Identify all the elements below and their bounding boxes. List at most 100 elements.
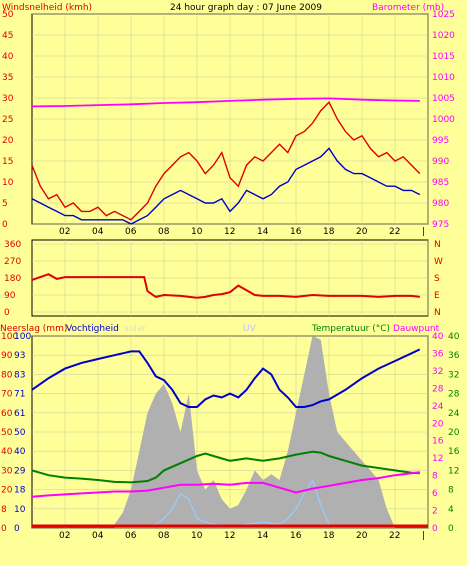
wind-y-tick: 50 (2, 10, 14, 20)
dewpoint-y-tick: 8 (432, 472, 438, 482)
temperature-y-tick: 24 (448, 409, 460, 419)
climate-x-tick: 12 (224, 531, 235, 541)
wind-x-tick: 02 (59, 227, 70, 237)
wind-y-tick: 25 (2, 115, 13, 125)
temperature-y-tick: 12 (448, 466, 459, 476)
barometer-y-tick: 1005 (432, 94, 455, 104)
rain-y-tick: 70 (1, 390, 13, 400)
dewpoint-y-tick: 24 (432, 402, 444, 412)
climate-x-tick: 02 (59, 531, 70, 541)
humidity-y-tick: 50 (14, 428, 26, 438)
rain-y-tick: 80 (1, 370, 13, 380)
humidity-label: Vochtigheid (66, 324, 119, 334)
dewpoint-y-tick: 12 (432, 454, 443, 464)
wind-speed-line (31, 101, 421, 221)
wind-y-tick: 45 (2, 31, 13, 41)
wind-x-tick: 04 (92, 227, 104, 237)
dewpoint-label: Dauwpunt (393, 324, 440, 334)
temperature-label: Temperatuur (°C) (311, 324, 390, 334)
wind-y-tick: 15 (2, 157, 13, 167)
dewpoint-y-tick: 16 (432, 437, 444, 447)
temperature-y-tick: 32 (448, 370, 459, 380)
wind-x-tick: 20 (356, 227, 368, 237)
rain-y-tick: 90 (1, 351, 13, 361)
direction-y-tick: 180 (4, 274, 21, 284)
climate-x-tick: 22 (389, 531, 400, 541)
compass-tick: W (434, 257, 443, 267)
header-title: 24 hour graph day : 07 June 2009 (170, 3, 322, 13)
wind-gust-line (31, 147, 421, 225)
solar-label: solar (124, 324, 146, 334)
wind-x-tick: 16 (290, 227, 302, 237)
humidity-y-tick: 0 (14, 524, 20, 534)
dewpoint-y-tick: 32 (432, 367, 443, 377)
dewpoint-y-tick: 6 (432, 489, 438, 499)
climate-x-tick: 08 (158, 531, 170, 541)
wind-y-tick: 20 (2, 136, 14, 146)
climate-x-tick: 14 (257, 531, 269, 541)
direction-y-tick: 360 (4, 240, 21, 250)
climate-x-tick: 20 (356, 531, 368, 541)
wind-x-tick: 10 (191, 227, 203, 237)
rain-y-tick: 30 (1, 466, 13, 476)
barometer-y-tick: 1000 (432, 115, 455, 125)
dewpoint-y-tick: 40 (432, 332, 444, 342)
wind-x-tick: 08 (158, 227, 170, 237)
climate-x-tick: 16 (290, 531, 302, 541)
dewpoint-y-tick: 36 (432, 349, 444, 359)
humidity-y-tick: 18 (14, 486, 26, 496)
compass-tick: N (434, 308, 441, 318)
barometer-y-tick: 1015 (432, 52, 455, 62)
temperature-y-tick: 36 (448, 351, 460, 361)
rain-y-tick: 40 (1, 447, 13, 457)
temperature-y-tick: 4 (448, 505, 454, 515)
rain-y-tick: 20 (1, 486, 13, 496)
climate-x-tick: 06 (125, 531, 137, 541)
humidity-y-tick: 93 (14, 351, 25, 361)
direction-y-tick: 270 (4, 257, 21, 267)
dewpoint-y-tick: 20 (432, 419, 444, 429)
humidity-y-tick: 71 (14, 390, 25, 400)
climate-x-tick: 10 (191, 531, 203, 541)
rain-y-tick: 60 (1, 409, 13, 419)
header-right-label: Barometer (mb) (372, 3, 444, 13)
barometer-y-tick: 1025 (432, 10, 455, 20)
wind-y-tick: 35 (2, 73, 13, 83)
temperature-y-tick: 40 (448, 332, 460, 342)
wind-y-tick: 0 (2, 220, 8, 230)
compass-tick: N (434, 240, 441, 250)
rain-label: Neerslag (mm) (0, 324, 67, 334)
humidity-line (31, 348, 421, 408)
temperature-line (31, 450, 420, 484)
humidity-y-tick: 100 (14, 332, 31, 342)
barometer-y-tick: 975 (432, 220, 449, 230)
rain-y-tick: 8 (1, 505, 7, 515)
wind-x-tick: 06 (125, 227, 137, 237)
direction-y-tick: 0 (4, 308, 10, 318)
wind-y-tick: 30 (2, 94, 14, 104)
wind-x-tick: 18 (323, 227, 335, 237)
humidity-y-tick: 40 (14, 447, 26, 457)
temperature-y-tick: 20 (448, 428, 460, 438)
humidity-y-tick: 83 (14, 370, 25, 380)
barometer-y-tick: 985 (432, 178, 449, 188)
compass-tick: E (434, 291, 440, 301)
barometer-line (31, 97, 420, 108)
dewpoint-y-tick: 2 (432, 507, 438, 517)
wind-x-tick: 14 (257, 227, 269, 237)
climate-x-tick: 04 (92, 531, 104, 541)
tick-layer: 0510152025303540455097598098599099510001… (1, 10, 460, 541)
barometer-y-tick: 990 (432, 157, 449, 167)
humidity-y-tick: 10 (14, 505, 26, 515)
line-layer (31, 97, 428, 528)
temperature-y-tick: 28 (448, 390, 460, 400)
climate-x-tick: 18 (323, 531, 335, 541)
rain-y-tick: 0 (1, 524, 7, 534)
area-layer (114, 336, 395, 528)
solar-area (114, 336, 395, 528)
direction-y-tick: 90 (4, 291, 16, 301)
temperature-y-tick: 16 (448, 447, 460, 457)
wind-y-tick: 10 (2, 178, 14, 188)
